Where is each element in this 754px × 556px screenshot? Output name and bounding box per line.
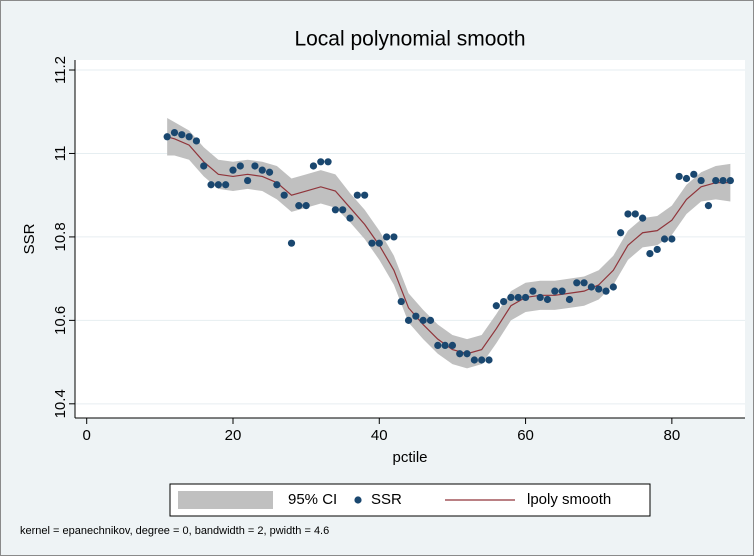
scatter-point — [434, 341, 442, 349]
scatter-point — [331, 206, 339, 214]
scatter-point — [163, 133, 171, 141]
scatter-point — [617, 229, 625, 237]
scatter-point — [485, 356, 493, 364]
y-tick-label: 10.8 — [52, 222, 69, 251]
scatter-point — [668, 235, 676, 243]
scatter-point — [653, 245, 661, 254]
scatter-point — [441, 341, 449, 349]
scatter-point — [697, 176, 705, 185]
scatter-point — [587, 283, 595, 291]
legend-swatch — [178, 491, 273, 509]
scatter-point — [675, 172, 683, 181]
scatter-point — [456, 350, 464, 358]
legend-swatch — [354, 496, 362, 504]
scatter-point — [478, 356, 486, 364]
scatter-point — [719, 176, 727, 185]
y-axis-label: SSR — [21, 223, 38, 254]
scatter-point — [682, 174, 691, 183]
x-tick-label: 40 — [371, 427, 388, 444]
scatter-point — [317, 158, 325, 166]
x-axis-label: pctile — [392, 449, 427, 466]
legend-label: SSR — [371, 491, 402, 508]
scatter-point — [500, 297, 508, 306]
scatter-point — [580, 279, 588, 287]
scatter-point — [551, 287, 559, 295]
scatter-point — [521, 293, 530, 302]
scatter-point — [660, 235, 669, 243]
note: kernel = epanechnikov, degree = 0, bandw… — [20, 525, 329, 537]
scatter-point — [397, 297, 405, 306]
scatter-point — [602, 287, 610, 295]
legend-label: lpoly smooth — [527, 491, 611, 508]
scatter-point — [412, 312, 420, 320]
scatter-point — [287, 239, 296, 247]
scatter-point — [353, 191, 361, 199]
scatter-point — [273, 181, 281, 189]
scatter-point — [529, 287, 537, 295]
scatter-point — [404, 316, 413, 324]
scatter-point — [192, 137, 201, 145]
legend-label: 95% CI — [288, 491, 337, 508]
scatter-point — [170, 129, 179, 137]
chart-title: Local polynomial smooth — [294, 28, 525, 51]
scatter-point — [382, 233, 391, 241]
scatter-point — [236, 162, 244, 170]
y-tick-label: 10.4 — [52, 389, 69, 418]
scatter-point — [507, 293, 515, 302]
scatter-point — [222, 181, 230, 189]
scatter-point — [646, 250, 654, 258]
scatter-point — [368, 239, 376, 247]
scatter-point — [280, 191, 288, 199]
scatter-point — [426, 316, 435, 324]
scatter-point — [339, 206, 347, 214]
scatter-point — [265, 168, 274, 176]
scatter-point — [185, 133, 193, 141]
ci-band — [167, 117, 731, 369]
scatter-point — [200, 162, 208, 170]
scatter-point — [346, 214, 354, 222]
scatter-point — [543, 295, 552, 304]
scatter-point — [712, 176, 720, 185]
x-tick-label: 20 — [225, 427, 242, 444]
scatter-point — [565, 295, 574, 304]
scatter-point — [295, 202, 303, 210]
x-tick-label: 80 — [664, 427, 681, 444]
scatter-point — [251, 162, 259, 170]
x-tick-label: 0 — [83, 427, 91, 444]
scatter-point — [690, 170, 698, 178]
scatter-point — [361, 191, 369, 199]
scatter-point — [419, 316, 427, 324]
scatter-point — [609, 283, 617, 291]
scatter-point — [726, 176, 734, 185]
scatter-point — [448, 341, 457, 349]
scatter-point — [324, 158, 332, 166]
y-tick-label: 11 — [52, 146, 69, 162]
scatter-point — [178, 131, 186, 139]
x-tick-label: 60 — [517, 427, 534, 444]
scatter-point — [704, 202, 713, 210]
scatter-point — [514, 293, 522, 302]
scatter-point — [390, 233, 398, 241]
scatter-point — [229, 166, 237, 174]
scatter-point — [375, 239, 383, 247]
scatter-point — [207, 181, 215, 189]
scatter-point — [536, 293, 544, 302]
scatter-point — [558, 287, 566, 295]
scatter-point — [214, 181, 222, 189]
scatter-point — [470, 356, 478, 364]
scatter-point — [573, 279, 581, 287]
scatter-point — [631, 210, 639, 218]
scatter-point — [302, 202, 310, 210]
y-tick-label: 11.2 — [52, 56, 69, 84]
scatter-point — [258, 166, 266, 174]
scatter-point — [595, 285, 603, 293]
scatter-point — [463, 350, 471, 358]
scatter-point — [309, 162, 318, 170]
scatter-point — [624, 210, 632, 218]
scatter-point — [638, 214, 647, 222]
y-tick-label: 10.6 — [52, 306, 69, 335]
scatter-point — [244, 176, 252, 185]
scatter-point — [492, 302, 500, 310]
